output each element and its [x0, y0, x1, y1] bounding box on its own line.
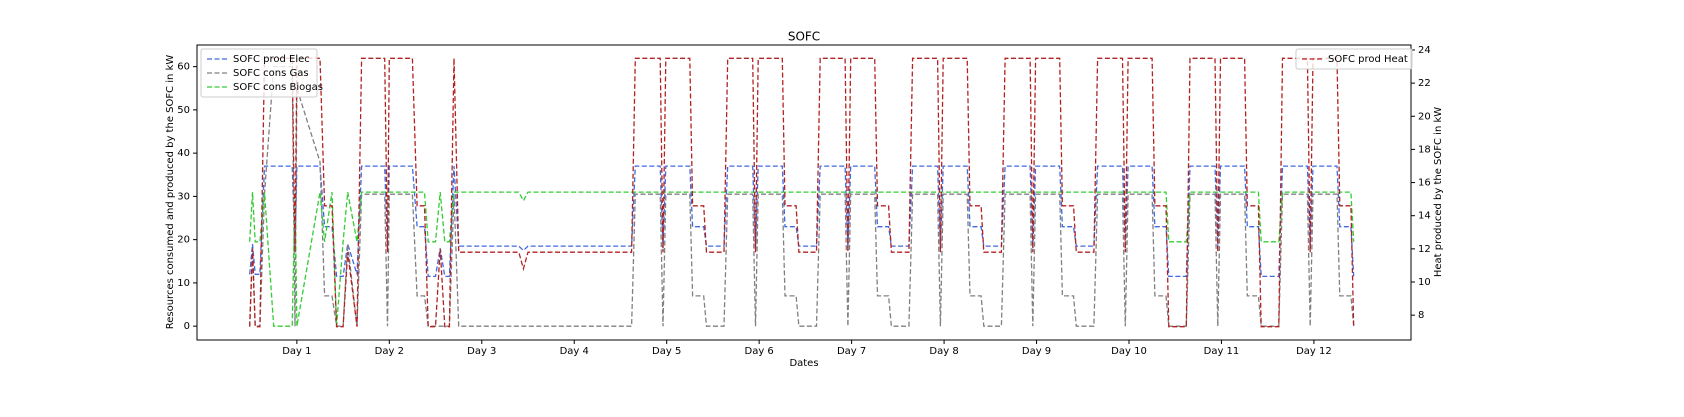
- legend-box: [1295, 48, 1413, 70]
- legend-label: SOFC cons Biogas: [233, 82, 323, 93]
- legend-box: [200, 48, 318, 98]
- x-tick-label: Day 12: [1296, 346, 1332, 357]
- y2-tick-label: 14: [1418, 211, 1431, 222]
- x-tick-label: Day 1: [282, 346, 311, 357]
- x-tick-label: Day 10: [1111, 346, 1147, 357]
- series-line: [249, 65, 1355, 327]
- y2-tick-label: 18: [1418, 144, 1431, 155]
- y2-tick-label: 12: [1418, 244, 1431, 255]
- x-tick-label: Day 3: [467, 346, 496, 357]
- y2-tick-label: 8: [1418, 310, 1424, 321]
- legend-label: SOFC prod Elec: [233, 54, 310, 65]
- y2-tick-label: 16: [1418, 178, 1431, 189]
- y-tick-label: 10: [177, 278, 190, 289]
- y-tick-label: 0: [184, 321, 190, 332]
- y-tick-label: 50: [177, 105, 190, 116]
- legend-label: SOFC cons Gas: [233, 68, 309, 79]
- y2-tick-label: 24: [1418, 45, 1431, 56]
- series-line: [249, 191, 1355, 327]
- y-tick-label: 40: [177, 148, 190, 159]
- x-tick-label: Day 2: [375, 346, 404, 357]
- series-line: [249, 165, 1355, 278]
- x-tick-label: Day 8: [929, 346, 958, 357]
- y2-tick-label: 22: [1418, 78, 1431, 89]
- series-line: [249, 57, 1355, 328]
- y2-tick-label: 20: [1418, 111, 1431, 122]
- y2-tick-label: 10: [1418, 277, 1431, 288]
- x-tick-label: Day 6: [745, 346, 774, 357]
- legend-label: SOFC prod Heat: [1328, 54, 1408, 65]
- chart-title: SOFC: [788, 30, 820, 44]
- x-tick-label: Day 4: [560, 346, 589, 357]
- x-tick-label: Day 11: [1204, 346, 1240, 357]
- x-tick-label: Day 7: [837, 346, 866, 357]
- x-axis-label: Dates: [789, 358, 818, 369]
- y2-axis-label: Heat produced by the SOFC in kW: [1433, 107, 1444, 277]
- y-tick-label: 60: [177, 62, 190, 73]
- y-tick-label: 20: [177, 235, 190, 246]
- y-tick-label: 30: [177, 191, 190, 202]
- y-axis-label: Resources consumed and produced by the S…: [165, 55, 176, 330]
- x-tick-label: Day 5: [652, 346, 681, 357]
- plot-frame: [196, 44, 1412, 341]
- x-tick-label: Day 9: [1022, 346, 1051, 357]
